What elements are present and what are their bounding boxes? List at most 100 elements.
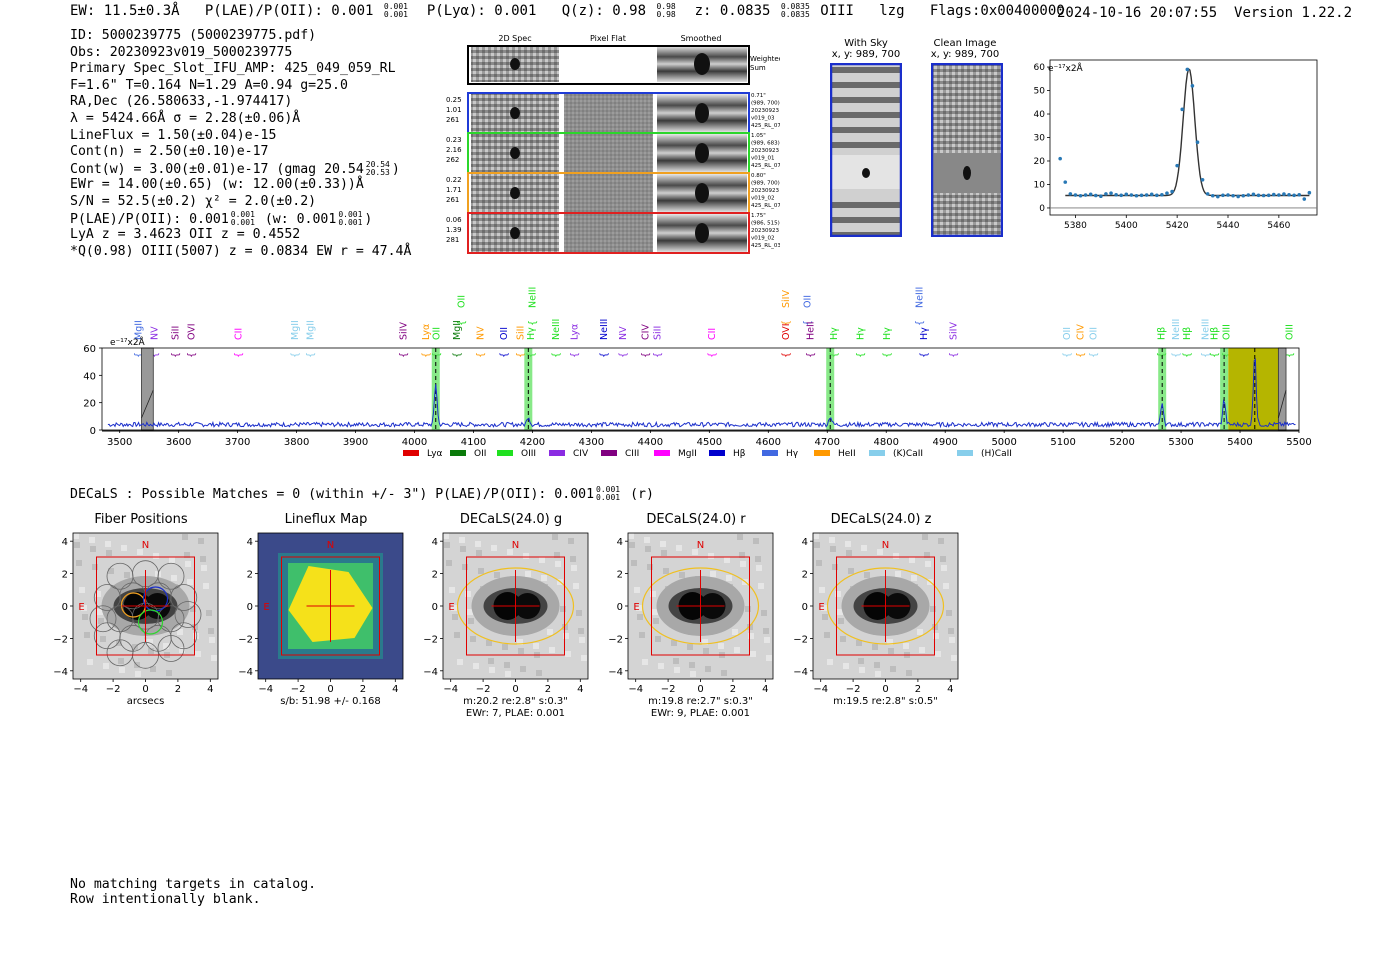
decals-x-tick: 4 (577, 684, 583, 695)
zoom-point (1297, 193, 1301, 197)
line-label: NeIII { (1201, 319, 1212, 358)
zoom-point (1226, 193, 1230, 197)
line-label: MgII { (306, 320, 317, 358)
zoom-chart-ylabel: e⁻¹⁷x2Å (1048, 62, 1084, 74)
zoom-point (1149, 192, 1154, 197)
svg-text:{: { (919, 352, 930, 358)
line-label: Hγ { (919, 327, 930, 358)
spectrum-x-tick: 4600 (756, 437, 781, 448)
spectrum-y-tick: 20 (83, 399, 96, 410)
info-contw: Cont(w) = 3.00(±0.01)e-17 (gmag 20.54 20.… (70, 159, 400, 177)
decals-y-tick: 4 (62, 537, 68, 548)
cutout-right-label: v019_02 (751, 236, 775, 242)
decals-y-tick: 4 (247, 537, 253, 548)
svg-text:MgII: MgII (678, 449, 697, 459)
masked-region (141, 347, 154, 431)
svg-text:{: { (618, 352, 629, 358)
legend-item: Hβ (709, 449, 746, 459)
cutout-left-label: 0.06 (446, 216, 462, 224)
info-slot: Primary Spec_Slot_IFU_AMP: 425_049_059_R… (70, 61, 396, 77)
line-label: OVI{ (781, 323, 792, 358)
svg-text:SiII: SiII (515, 326, 526, 340)
info-params: F=1.6" T=0.164 N=1.29 A=0.94 g=25.0 (70, 77, 348, 93)
header-z: z: 0.0835 (694, 3, 771, 19)
cutout-right-label: 20230923 (751, 148, 779, 154)
svg-text:{: { (290, 352, 301, 358)
svg-text:OII: OII (457, 295, 468, 308)
svg-text:{: { (457, 320, 468, 326)
zoom-point (1155, 193, 1159, 198)
line-band (1220, 348, 1229, 430)
decals-y-tick: 0 (802, 602, 808, 613)
zoom-point (1241, 193, 1246, 198)
zoom-chart-frame (1049, 59, 1318, 216)
decals-x-tick: 0 (327, 684, 333, 695)
decals-y-tick: 2 (617, 570, 623, 581)
svg-text:NV: NV (618, 326, 629, 340)
svg-text:{: { (515, 352, 526, 358)
legend-item: Hγ (762, 449, 799, 459)
cutout-row: 0.06 1.39 281 1.75" (986, 515)20230923 v019_0… (446, 212, 780, 254)
line-label: Hγ { (829, 327, 840, 358)
zoom-point (1307, 190, 1312, 195)
cutout-left-label: 1.01 (446, 106, 462, 114)
header-qz: Q(z): 0.98 (561, 3, 647, 19)
cutout-row: 0.25 1.01 261 0.71" (989, 700)20230923 v019_0… (446, 92, 780, 134)
header-plae: P(LAE)/P(OII): 0.001 (204, 3, 374, 19)
decals-x-tick: −2 (291, 684, 306, 695)
compass-e-label: E (448, 602, 454, 613)
header-z-bounds: 0.0835 0.0835 (780, 2, 810, 19)
decals-y-tick: 0 (617, 602, 623, 613)
cutout-right-label: v019_03 (751, 116, 775, 122)
compass-n-label: N (327, 540, 334, 551)
svg-text:CII: CII (234, 328, 245, 340)
decals-x-tick: −4 (443, 684, 458, 695)
zoom-point (1195, 140, 1200, 144)
cutout-right-label: 425_RL_076 (751, 123, 780, 129)
svg-text:{: { (803, 320, 814, 326)
svg-text:{: { (781, 320, 792, 326)
zoom-point (1302, 197, 1307, 201)
info-id: ID: 5000239775 (5000239775.pdf) (70, 28, 317, 43)
legend-item: (H)CaII (957, 449, 1012, 459)
svg-text:Lyα: Lyα (570, 324, 581, 340)
line-label: SiII { (652, 326, 663, 358)
svg-text:OII: OII (432, 327, 443, 340)
decals-panel-image: N E −4 −4 −2 −2 0 0 2 2 4 4 arcsecs (53, 532, 219, 707)
footer-line2: Row intentionally blank. (70, 892, 261, 907)
svg-text:Hγ: Hγ (856, 327, 867, 340)
decals-x-tick: 4 (947, 684, 953, 695)
decals-panel-title: DECaLS(24.0) z (830, 512, 932, 527)
zoom-point (1165, 191, 1169, 195)
svg-text:{: { (652, 352, 663, 358)
cutout-right-label: 1.75" (751, 213, 766, 219)
zoom-point (1124, 192, 1129, 197)
zoom-point (1083, 193, 1088, 197)
cutout-left-label: 262 (446, 156, 459, 164)
spectrum-x-tick: 5200 (1109, 437, 1134, 448)
cutout-right-label: (989, 683) (751, 141, 780, 147)
info-lya: LyA z = 3.4623 OII z = 0.4552 (70, 227, 301, 243)
svg-text:NV: NV (149, 326, 160, 340)
compass-e-label: E (818, 602, 824, 613)
zoom-point (1093, 193, 1098, 198)
cutout-left-label: 0.25 (446, 96, 462, 104)
svg-text:CIII: CIII (625, 449, 639, 459)
svg-text:(K)CaII: (K)CaII (893, 449, 923, 459)
svg-text:Hγ: Hγ (882, 327, 893, 340)
info-block: ID: 5000239775 (5000239775.pdf) Obs: 202… (70, 28, 411, 260)
cutout-right-label: 425_RL_036 (751, 243, 780, 249)
cutout-left-label: 1.71 (446, 186, 462, 194)
decals-y-tick: 2 (802, 570, 808, 581)
svg-text:Hβ: Hβ (733, 449, 746, 459)
cutout-left-label: 261 (446, 116, 459, 124)
spectrum-x-tick: 3700 (225, 437, 250, 448)
weighted-sum-label-1: Weighted (750, 55, 780, 63)
decals-caption-1: m:19.8 re:2.7" s:0.3" (648, 696, 753, 707)
svg-text:OII: OII (474, 449, 486, 459)
with-sky-image (830, 63, 902, 237)
svg-text:{: { (475, 352, 486, 358)
svg-text:OIII: OIII (1284, 324, 1295, 340)
spectrum-x-tick: 4100 (461, 437, 486, 448)
info-lambda: λ = 5424.66Å σ = 2.28(±0.06)Å (70, 110, 301, 126)
